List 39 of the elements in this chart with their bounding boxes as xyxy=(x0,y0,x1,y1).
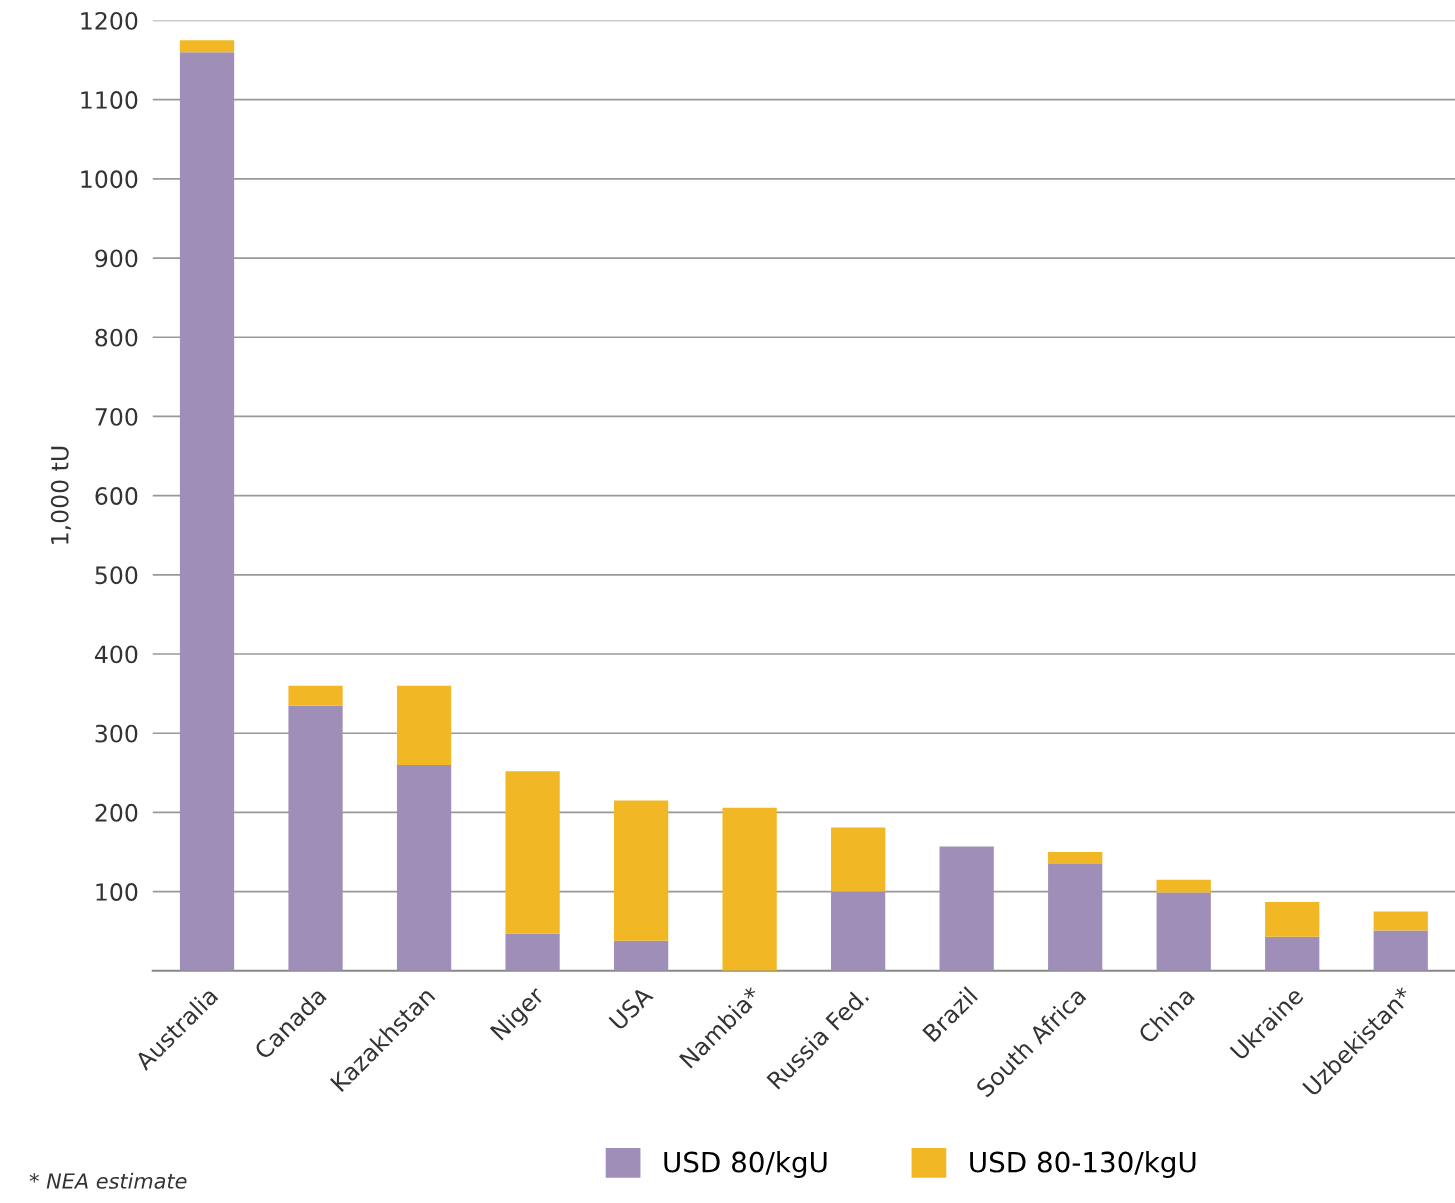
y-axis-title: 1,000 tU xyxy=(50,446,72,544)
bar xyxy=(505,771,560,934)
y-tick-label: 300 xyxy=(95,724,138,743)
bar xyxy=(288,685,343,706)
bar xyxy=(179,52,235,971)
y-tick-label: 600 xyxy=(95,487,138,505)
y-tick-label: 700 xyxy=(95,407,138,426)
y-tick-label: 800 xyxy=(95,328,138,347)
bar xyxy=(1373,930,1428,971)
legend-label: USD 80-130/kgU xyxy=(970,1151,1196,1178)
text: * NEA estimate xyxy=(29,1172,187,1189)
bar xyxy=(1265,901,1320,937)
bar xyxy=(613,800,669,941)
bar xyxy=(505,933,560,971)
bar xyxy=(1156,879,1211,893)
x-tick-label: USA xyxy=(608,985,654,1031)
y-tick-label: 1100 xyxy=(81,91,138,109)
y-tick-label: 200 xyxy=(95,803,138,822)
bar xyxy=(831,891,886,971)
bar xyxy=(939,846,994,971)
bar xyxy=(1156,892,1211,971)
bar xyxy=(396,685,452,765)
bar xyxy=(288,705,343,971)
bar xyxy=(179,40,235,53)
bar xyxy=(1373,911,1428,931)
legend-label: USD 80/kgU xyxy=(664,1151,827,1178)
y-tick-label: 900 xyxy=(95,249,138,268)
y-tick-label: 1000 xyxy=(81,170,138,189)
bar xyxy=(1048,852,1103,864)
bar xyxy=(722,807,777,971)
y-tick-label: 500 xyxy=(95,566,138,585)
bar xyxy=(1265,936,1320,971)
y-tick-label: 1200 xyxy=(81,11,138,30)
bar xyxy=(613,940,669,971)
y-tick-label: 400 xyxy=(94,645,138,664)
bar xyxy=(831,827,886,892)
bar xyxy=(1048,863,1103,971)
y-tick-label: 100 xyxy=(96,883,138,901)
bar xyxy=(396,764,452,971)
